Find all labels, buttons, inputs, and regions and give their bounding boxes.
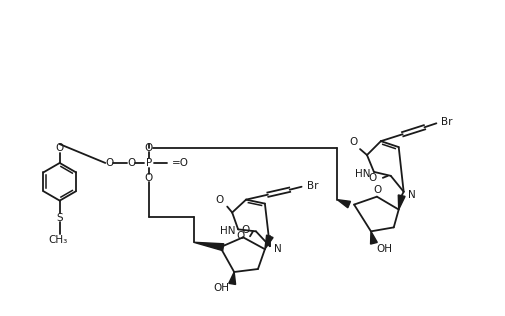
Text: O: O (349, 137, 357, 147)
Text: O: O (215, 195, 223, 205)
Text: O: O (127, 158, 135, 168)
Polygon shape (229, 272, 236, 284)
Text: N: N (408, 190, 416, 200)
Text: Br: Br (441, 117, 453, 127)
Polygon shape (398, 195, 405, 210)
Text: N: N (274, 244, 282, 254)
Text: O: O (145, 143, 153, 153)
Text: O: O (236, 231, 244, 241)
Text: O: O (374, 185, 382, 195)
Polygon shape (193, 242, 224, 251)
Text: =O: =O (172, 158, 189, 168)
Text: O: O (145, 173, 153, 183)
Text: O: O (56, 143, 64, 153)
Text: O: O (241, 225, 249, 235)
Text: OH: OH (213, 283, 229, 293)
Text: CH₃: CH₃ (48, 235, 67, 245)
Text: S: S (57, 214, 63, 223)
Polygon shape (265, 235, 273, 249)
Polygon shape (371, 231, 377, 244)
Polygon shape (337, 200, 350, 208)
Text: P: P (146, 158, 152, 168)
Text: HN: HN (220, 226, 235, 236)
Text: OH: OH (376, 244, 392, 254)
Text: Br: Br (307, 181, 318, 191)
Text: HN: HN (356, 169, 371, 179)
Text: O: O (105, 158, 114, 168)
Text: O: O (369, 173, 377, 183)
